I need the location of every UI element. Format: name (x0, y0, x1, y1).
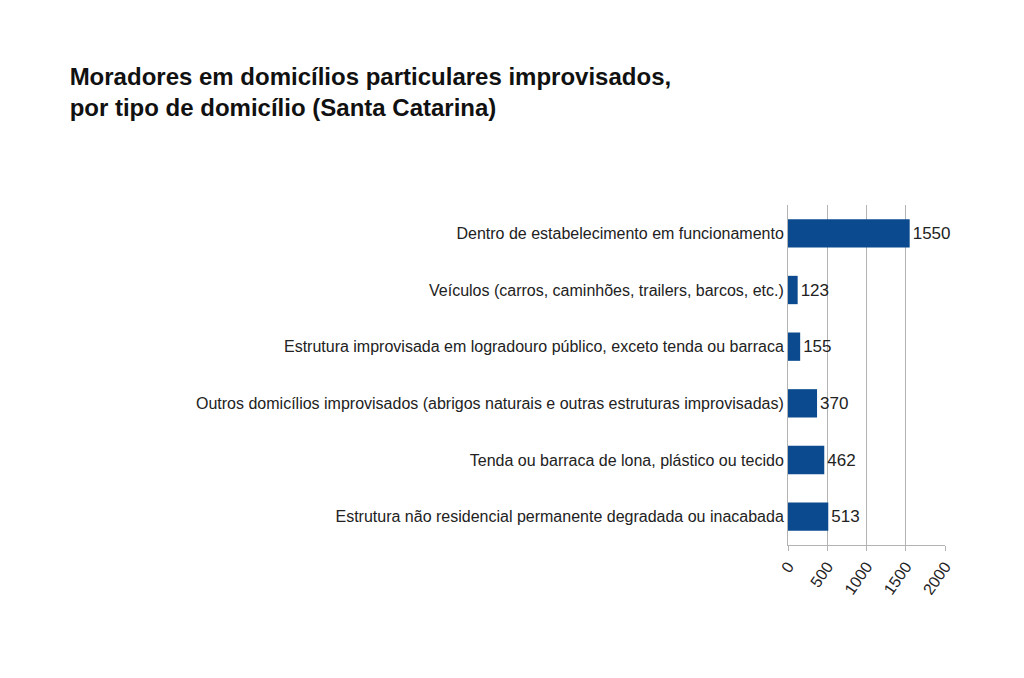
svg-text:2000: 2000 (920, 559, 954, 598)
svg-text:123: 123 (801, 281, 829, 300)
svg-text:155: 155 (803, 337, 831, 356)
svg-text:370: 370 (820, 394, 848, 413)
svg-text:500: 500 (807, 559, 836, 591)
svg-text:Estrutura improvisada em logra: Estrutura improvisada em logradouro públ… (284, 338, 784, 355)
svg-text:Dentro de estabelecimento em f: Dentro de estabelecimento em funcionamen… (456, 225, 783, 242)
svg-text:Estrutura não residencial perm: Estrutura não residencial permanente deg… (335, 508, 783, 525)
svg-text:462: 462 (827, 451, 855, 470)
svg-text:0: 0 (778, 559, 797, 576)
svg-text:1550: 1550 (913, 224, 951, 243)
svg-text:1000: 1000 (841, 559, 875, 598)
svg-text:Outros domicílios improvisados: Outros domicílios improvisados (abrigos … (196, 395, 784, 412)
svg-text:513: 513 (831, 507, 859, 526)
svg-text:Veículos (carros, caminhões, t: Veículos (carros, caminhões, trailers, b… (429, 282, 784, 299)
svg-text:Tenda ou barraca de lona, plás: Tenda ou barraca de lona, plástico ou te… (470, 452, 784, 469)
svg-text:Moradores em domicílios partic: Moradores em domicílios particulares imp… (70, 63, 672, 121)
svg-text:1500: 1500 (880, 559, 914, 598)
